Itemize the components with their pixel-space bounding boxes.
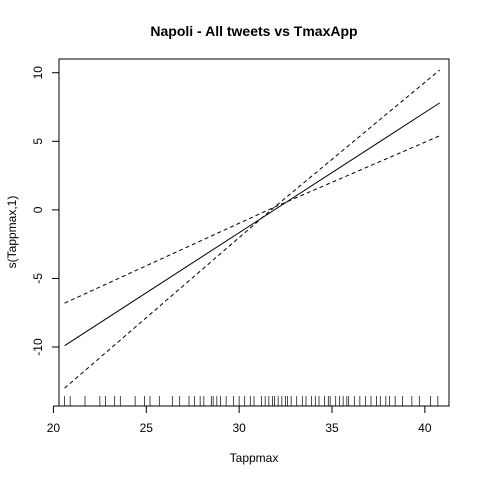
x-axis: 20 25 30 35 40 — [47, 405, 432, 435]
x-tick-label: 35 — [325, 421, 339, 435]
x-axis-label: Tappmax — [230, 451, 279, 465]
rug-marks — [64, 396, 439, 406]
chart-title: Napoli - All tweets vs TmaxApp — [150, 23, 357, 39]
x-tick-label: 25 — [140, 421, 154, 435]
y-tick-label: 5 — [31, 138, 45, 145]
y-tick-label: -10 — [31, 338, 45, 356]
y-tick-label: 0 — [31, 206, 45, 213]
y-tick-label: 10 — [31, 66, 45, 80]
x-tick-label: 30 — [232, 421, 246, 435]
y-axis: -10 -5 0 5 10 — [31, 66, 60, 356]
confidence-band-line — [64, 135, 440, 304]
confidence-band-line — [64, 69, 441, 389]
smooth-fit-line — [64, 102, 440, 347]
y-tick-label: -5 — [31, 273, 45, 284]
y-axis-label: s(Tappmax,1) — [5, 196, 19, 269]
series-group — [64, 69, 441, 389]
x-tick-label: 20 — [47, 421, 61, 435]
x-tick-label: 40 — [418, 421, 432, 435]
